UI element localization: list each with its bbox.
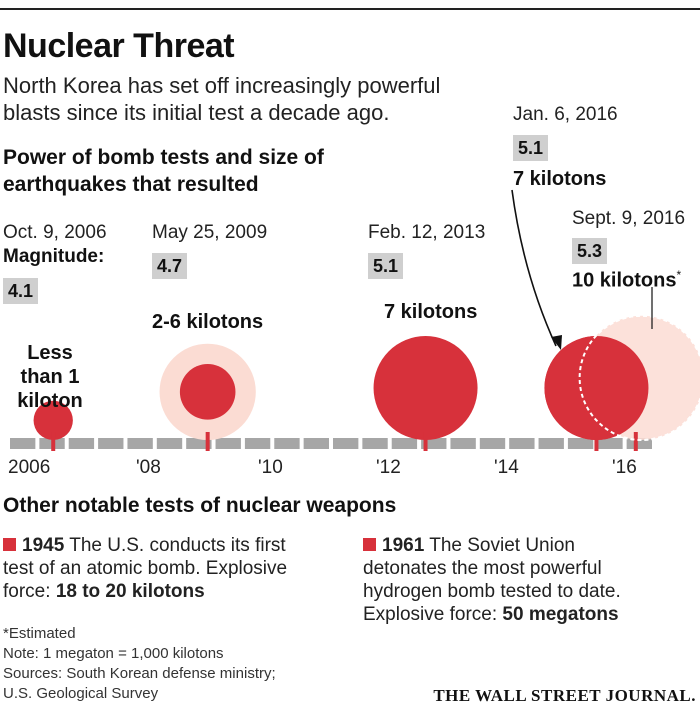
tick-08: '08 bbox=[136, 457, 161, 478]
force-label: Explosive force: bbox=[3, 558, 288, 602]
chart-title: Nuclear Threat bbox=[3, 27, 235, 65]
axis-segment bbox=[68, 438, 95, 449]
timeline-axis bbox=[10, 438, 652, 449]
estimated-marker: * bbox=[676, 268, 682, 282]
force-value: 18 to 20 kilotons bbox=[55, 581, 205, 602]
axis-segment bbox=[421, 438, 447, 449]
other-tests-heading: Other notable tests of nuclear weapons bbox=[3, 494, 397, 517]
event-marker-0 bbox=[51, 432, 56, 451]
other-test-1961: 1961 The Soviet Union detonates the most… bbox=[363, 534, 653, 626]
magnitude-box-2009: 4.7 bbox=[152, 253, 188, 279]
tick-12: '12 bbox=[376, 457, 401, 478]
tick-10: '10 bbox=[258, 457, 283, 478]
event-date-sept-2016: Sept. 9, 2016 bbox=[572, 208, 686, 229]
axis-segment bbox=[333, 438, 359, 449]
chart-subtitle: North Korea has set off increasingly pow… bbox=[3, 73, 441, 125]
event-marker-3 bbox=[594, 432, 599, 451]
event-marker-4 bbox=[633, 432, 638, 451]
event-marker-1 bbox=[205, 432, 210, 451]
bubble-min-1 bbox=[179, 364, 236, 420]
magnitude-box-2006: 4.1 bbox=[3, 278, 39, 304]
force-value: 50 megatons bbox=[502, 604, 619, 625]
bubble-layer bbox=[33, 314, 700, 451]
magnitude-box-sept-2016: 5.3 bbox=[572, 238, 608, 264]
axis-segment bbox=[274, 438, 300, 449]
other-test-text: The Soviet Union detonates the most powe… bbox=[363, 535, 621, 602]
section-heading: Power of bomb tests and size of earthqua… bbox=[3, 146, 324, 196]
leader-arrow bbox=[511, 189, 557, 347]
publisher-logo: THE WALL STREET JOURNAL. bbox=[433, 686, 696, 705]
footnote-estimated: *Estimated bbox=[3, 625, 76, 642]
tick-2006: 2006 bbox=[8, 457, 51, 478]
bubble-0 bbox=[33, 400, 73, 440]
top-rule bbox=[0, 8, 700, 10]
footnotes: *Estimated Note: 1 megaton = 1,000 kilot… bbox=[3, 624, 276, 704]
axis-segment bbox=[303, 438, 329, 449]
axis-segment bbox=[186, 438, 212, 449]
event-date-jan-2016: Jan. 6, 2016 bbox=[513, 104, 618, 125]
axis-segment bbox=[215, 438, 241, 449]
force-label: Explosive force: bbox=[363, 604, 498, 625]
axis-segment bbox=[509, 438, 535, 449]
axis-segment bbox=[127, 438, 153, 449]
axis-segment bbox=[244, 438, 271, 449]
tick-16: '16 bbox=[612, 457, 637, 478]
tick-14: '14 bbox=[494, 457, 519, 478]
event-date-2006: Oct. 9, 2006 bbox=[3, 222, 107, 243]
axis-segment bbox=[391, 438, 418, 449]
axis-segment bbox=[567, 438, 594, 449]
bubble-jan-2016-front bbox=[544, 336, 649, 440]
axis-segment bbox=[156, 438, 183, 449]
kilotons-label-jan-2016: 7 kilotons bbox=[513, 168, 607, 190]
axis-segment bbox=[98, 438, 124, 449]
kilotons-label-2006: Less than 1 kiloton bbox=[17, 342, 83, 412]
footnote-sources-2: U.S. Geological Survey bbox=[3, 685, 159, 702]
leader-arrowhead bbox=[551, 335, 562, 350]
event-marker-2 bbox=[423, 432, 428, 451]
kilotons-label-2013: 7 kilotons bbox=[384, 301, 478, 323]
axis-segment bbox=[626, 438, 652, 449]
axis-segment bbox=[362, 438, 388, 449]
magnitude-box-2013: 5.1 bbox=[368, 253, 404, 279]
magnitude-box-jan-2016: 5.1 bbox=[513, 135, 549, 161]
red-square-bullet bbox=[3, 538, 16, 551]
bubble-2 bbox=[373, 336, 478, 440]
red-square-bullet bbox=[363, 538, 376, 551]
axis-segment bbox=[450, 438, 476, 449]
axis-segment bbox=[538, 438, 564, 449]
event-date-2009: May 25, 2009 bbox=[152, 222, 268, 243]
axis-segment bbox=[479, 438, 506, 449]
other-test-year: 1945 bbox=[22, 535, 65, 556]
footnote-note: Note: 1 megaton = 1,000 kilotons bbox=[3, 645, 224, 662]
kilotons-value-sept-2016: 10 kilotons bbox=[572, 269, 677, 292]
magnitude-label: Magnitude: bbox=[3, 246, 105, 267]
footnote-sources-1: Sources: South Korean defense ministry; bbox=[3, 665, 276, 682]
axis-segment bbox=[597, 438, 623, 449]
other-test-year: 1961 bbox=[382, 535, 425, 556]
other-test-1945: 1945 The U.S. conducts its first test of… bbox=[3, 534, 293, 603]
kilotons-label-2009: 2-6 kilotons bbox=[152, 311, 264, 333]
axis-segment bbox=[10, 438, 36, 449]
other-test-text: The U.S. conducts its first test of an a… bbox=[3, 535, 286, 579]
event-date-2013: Feb. 12, 2013 bbox=[368, 222, 486, 243]
kilotons-label-sept-2016: 10 kilotons* bbox=[572, 268, 681, 293]
